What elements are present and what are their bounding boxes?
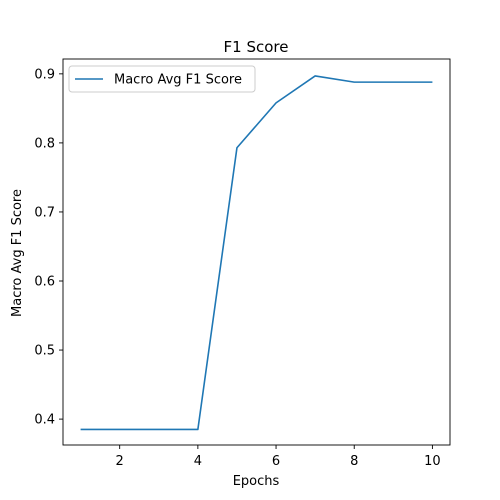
x-axis-label: Epochs (233, 474, 280, 489)
x-axis: 2 4 6 8 10 (116, 445, 441, 469)
x-tick-label: 4 (194, 454, 202, 469)
plot-area (62, 58, 451, 446)
y-tick-label: 0.4 (34, 413, 55, 428)
chart-title: F1 Score (224, 38, 289, 56)
x-tick-label: 8 (350, 454, 358, 469)
legend-box (68, 65, 256, 93)
x-tick-label: 2 (116, 454, 124, 469)
y-tick-label: 0.6 (34, 275, 55, 290)
legend-label: Macro Avg F1 Score (114, 73, 242, 88)
x-tick-label: 10 (424, 454, 441, 469)
y-tick-label: 0.5 (34, 344, 55, 359)
y-tick-label: 0.7 (34, 205, 55, 220)
plot-frame (62, 58, 451, 446)
series-line-1 (80, 75, 433, 431)
y-tick-label: 0.9 (34, 67, 55, 82)
y-tick-label: 0.8 (34, 136, 55, 151)
legend: Macro Avg F1 Score (68, 65, 256, 93)
x-tick-label: 6 (272, 454, 280, 469)
y-axis: 0.4 0.5 0.6 0.7 0.8 0.9 (34, 67, 63, 428)
y-axis-label: Macro Avg F1 Score (10, 189, 25, 317)
